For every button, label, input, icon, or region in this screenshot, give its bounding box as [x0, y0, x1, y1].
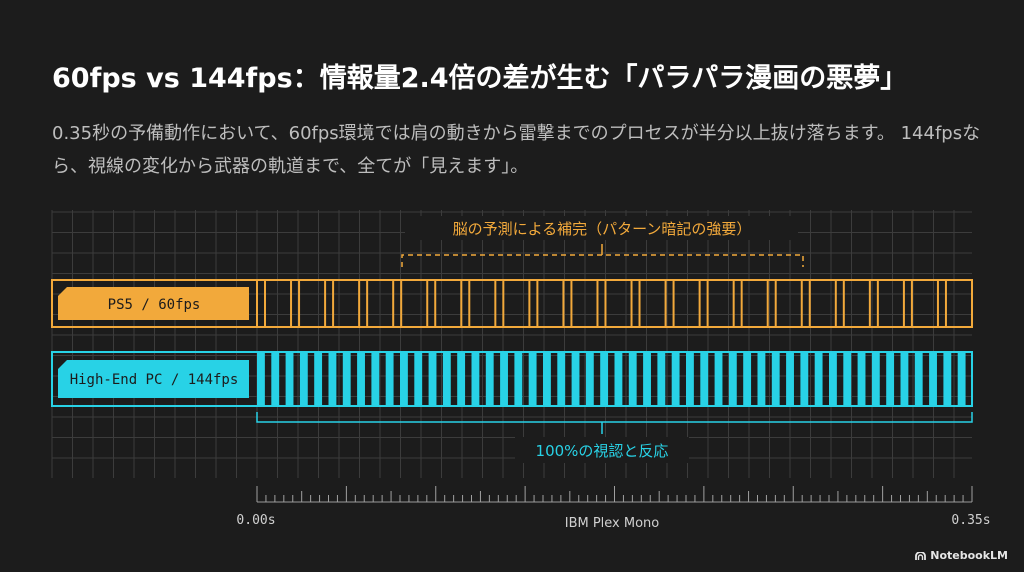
frame-144fps: [457, 352, 466, 406]
frame-144fps: [671, 352, 680, 406]
frame-144fps: [900, 352, 909, 406]
frame-144fps: [314, 352, 323, 406]
frame-144fps: [342, 352, 351, 406]
page-subtitle: 0.35秒の予備動作において、60fps環境では肩の動きから雷撃までのプロセスが…: [52, 123, 981, 177]
row-144fps-label: High-End PC / 144fps: [70, 372, 239, 388]
frame-144fps: [929, 352, 937, 406]
frame-144fps: [500, 352, 508, 406]
frame-144fps: [528, 352, 537, 406]
frame-144fps: [771, 352, 780, 406]
time-axis: 0.00s 0.35s IBM Plex Mono: [236, 486, 991, 531]
notebooklm-badge: NotebookLM: [915, 549, 1008, 562]
frame-144fps: [385, 352, 394, 406]
frame-144fps: [414, 352, 423, 406]
frame-144fps: [829, 352, 837, 406]
row-144fps-tag: [58, 360, 249, 398]
frame-144fps: [757, 352, 766, 406]
frame-144fps: [686, 352, 694, 406]
frame-144fps: [728, 352, 737, 406]
prediction-bracket-label: 脳の予測による補完（パターン暗記の強要）: [453, 220, 752, 238]
frame-144fps: [271, 352, 280, 406]
axis-center-label: IBM Plex Mono: [565, 516, 660, 531]
frame-144fps: [543, 352, 551, 406]
row-60fps-tag: [58, 287, 249, 320]
frame-144fps: [485, 352, 494, 406]
frame-144fps: [843, 352, 852, 406]
frame-144fps: [471, 352, 480, 406]
axis-start-label: 0.00s: [236, 513, 275, 528]
frame-144fps: [957, 352, 966, 406]
prediction-bracket: 脳の予測による補完（パターン暗記の強要）: [401, 216, 804, 267]
frame-144fps: [743, 352, 752, 406]
notebooklm-logo-icon: [915, 551, 927, 560]
frame-144fps: [571, 352, 580, 406]
frames-144fps: [257, 352, 966, 406]
notebooklm-label: NotebookLM: [930, 549, 1008, 562]
background-grid: [51, 210, 972, 478]
frames-60fps: [256, 280, 947, 327]
frame-144fps: [886, 352, 895, 406]
frame-144fps: [299, 352, 308, 406]
frame-144fps: [786, 352, 794, 406]
page-title: 60fps vs 144fps：情報量2.4倍の差が生む「パラパラ漫画の悪夢」: [52, 63, 908, 94]
recognition-bracket: 100%の視認と反応: [256, 412, 973, 463]
frame-144fps: [714, 352, 723, 406]
frame-144fps: [614, 352, 623, 406]
frame-144fps: [657, 352, 666, 406]
frame-144fps: [600, 352, 609, 406]
time-axis-ticks: [256, 486, 973, 502]
frame-144fps: [557, 352, 566, 406]
frame-144fps: [857, 352, 866, 406]
frame-144fps: [285, 352, 294, 406]
axis-end-label: 0.35s: [951, 513, 990, 528]
frame-144fps: [700, 352, 709, 406]
frame-144fps: [943, 352, 952, 406]
frame-144fps: [257, 352, 265, 406]
frame-144fps: [814, 352, 823, 406]
recognition-bracket-label: 100%の視認と反応: [536, 442, 669, 460]
row-60fps: PS5 / 60fps: [51, 279, 973, 328]
row-144fps: High-End PC / 144fps: [51, 351, 973, 407]
frame-144fps: [400, 352, 408, 406]
frame-144fps: [643, 352, 651, 406]
frame-144fps: [585, 352, 594, 406]
frame-144fps: [328, 352, 337, 406]
frame-144fps: [800, 352, 809, 406]
row-60fps-label: PS5 / 60fps: [108, 297, 201, 313]
frame-144fps: [442, 352, 451, 406]
frame-144fps: [628, 352, 637, 406]
frame-144fps: [871, 352, 880, 406]
frame-144fps: [428, 352, 437, 406]
frame-144fps: [514, 352, 523, 406]
frame-144fps: [371, 352, 380, 406]
frame-144fps: [357, 352, 365, 406]
frame-144fps: [914, 352, 923, 406]
